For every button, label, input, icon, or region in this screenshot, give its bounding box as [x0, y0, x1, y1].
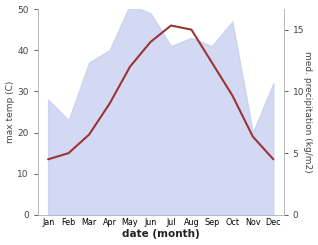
Y-axis label: max temp (C): max temp (C)	[5, 81, 15, 143]
Y-axis label: med. precipitation (kg/m2): med. precipitation (kg/m2)	[303, 51, 313, 173]
X-axis label: date (month): date (month)	[122, 230, 200, 239]
